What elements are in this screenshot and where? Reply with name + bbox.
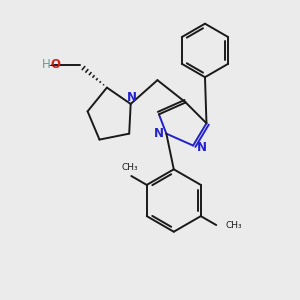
Text: CH₃: CH₃ (122, 163, 138, 172)
Text: N: N (196, 140, 206, 154)
Text: O: O (51, 58, 61, 71)
Text: H: H (42, 58, 51, 71)
Text: CH₃: CH₃ (225, 220, 242, 230)
Text: N: N (127, 91, 137, 104)
Text: N: N (154, 127, 164, 140)
Text: –: – (49, 60, 54, 70)
